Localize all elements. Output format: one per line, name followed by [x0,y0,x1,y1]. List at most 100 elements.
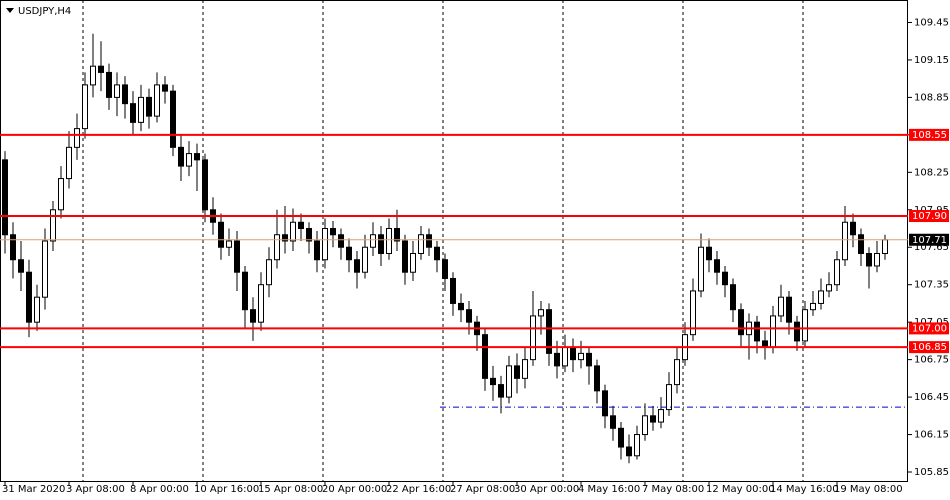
candle-body [714,259,720,273]
candle-body [114,84,120,98]
plot-frame [0,0,908,482]
candle-body [842,221,848,261]
candle-body [2,159,8,236]
candle-body [170,90,176,148]
candle-body [178,146,184,167]
candle-body [858,234,864,254]
candle-body [786,296,792,323]
candle-body [826,284,832,292]
candle-body [242,271,248,311]
candle-body [450,277,456,304]
candle-body [490,377,496,386]
x-tick-label: 10 Apr 16:00 [194,484,259,495]
candle-body [770,315,776,348]
candle-body [522,359,528,379]
candle-body [538,309,544,317]
candle-body [650,415,656,423]
candle-body [74,128,80,148]
candle-body [570,346,576,361]
candle-body [874,252,880,267]
candle-body [410,252,416,273]
candle-body [778,296,784,317]
x-tick-label: 4 May 16:00 [578,484,640,495]
current-price-label-bg [909,233,949,246]
candle-body [514,365,520,379]
candle-body [274,234,280,261]
y-tick-label: 108.25 [914,167,949,178]
candle-body [690,290,696,336]
level-label: 107.00 [912,323,947,334]
candle-body [418,234,424,254]
symbol-menu-icon[interactable] [6,8,14,13]
candle-body [458,302,464,311]
candle-body [754,321,760,342]
candle-body [258,284,264,323]
candle-body [810,302,816,311]
candle-body [314,240,320,261]
x-tick-label: 8 Apr 00:00 [130,484,189,495]
candle-body [610,415,616,429]
candle-body [642,415,648,436]
y-tick-label: 107.35 [914,280,949,291]
candle-body [298,221,304,230]
candle-body [146,96,152,117]
candle-body [282,234,288,242]
candle-body [26,271,32,323]
level-label: 107.90 [912,211,947,222]
y-tick-label: 108.85 [914,92,949,103]
candle-body [330,228,336,236]
candle-body [434,246,440,261]
level-label: 108.55 [912,130,947,141]
level-label: 106.85 [912,342,947,353]
x-tick-label: 31 Mar 2020 [2,484,65,495]
candle-body [498,384,504,398]
candle-body [402,240,408,273]
x-tick-label: 3 Apr 08:00 [66,484,125,495]
candle-body [34,296,40,323]
candle-body [386,228,392,254]
level-label-bg [909,210,949,223]
candle-body [506,365,512,398]
candle-body [338,234,344,248]
candle-body [578,352,584,361]
candle-body [594,365,600,392]
candle-body [818,290,824,304]
candle-body [626,446,632,457]
candle-body [378,234,384,254]
candle-body [722,271,728,286]
candle-body [354,259,360,273]
candle-body [50,209,56,242]
candle-body [234,240,240,273]
x-tick-label: 12 May 00:00 [706,484,775,495]
y-tick-label: 109.15 [914,55,949,66]
candle-body [546,309,552,354]
candle-body [346,246,352,261]
candle-body [866,252,872,267]
candle-body [658,409,664,423]
marks [2,33,888,464]
y-tick-label: 106.15 [914,430,949,441]
candle-body [442,259,448,279]
candle-body [226,240,232,248]
y-tick-label: 109.45 [914,17,949,28]
candle-body [154,84,160,117]
candle-body [586,352,592,367]
candle-body [370,234,376,248]
x-tick-label: 22 Apr 16:00 [386,484,451,495]
candle-body [306,228,312,242]
candle-body [602,390,608,417]
candle-body [466,309,472,323]
candle-body [698,246,704,292]
candle-body [66,146,72,180]
candle-body [394,228,400,242]
candle-body [738,309,744,336]
candle-body [426,234,432,248]
x-tick-label: 20 Apr 00:00 [322,484,387,495]
y-tick-label: 105.85 [914,467,949,478]
candle-body [634,434,640,457]
x-tick-label: 14 May 16:00 [770,484,839,495]
candle-body [802,309,808,342]
candle-body [482,334,488,379]
candle-body [706,246,712,261]
